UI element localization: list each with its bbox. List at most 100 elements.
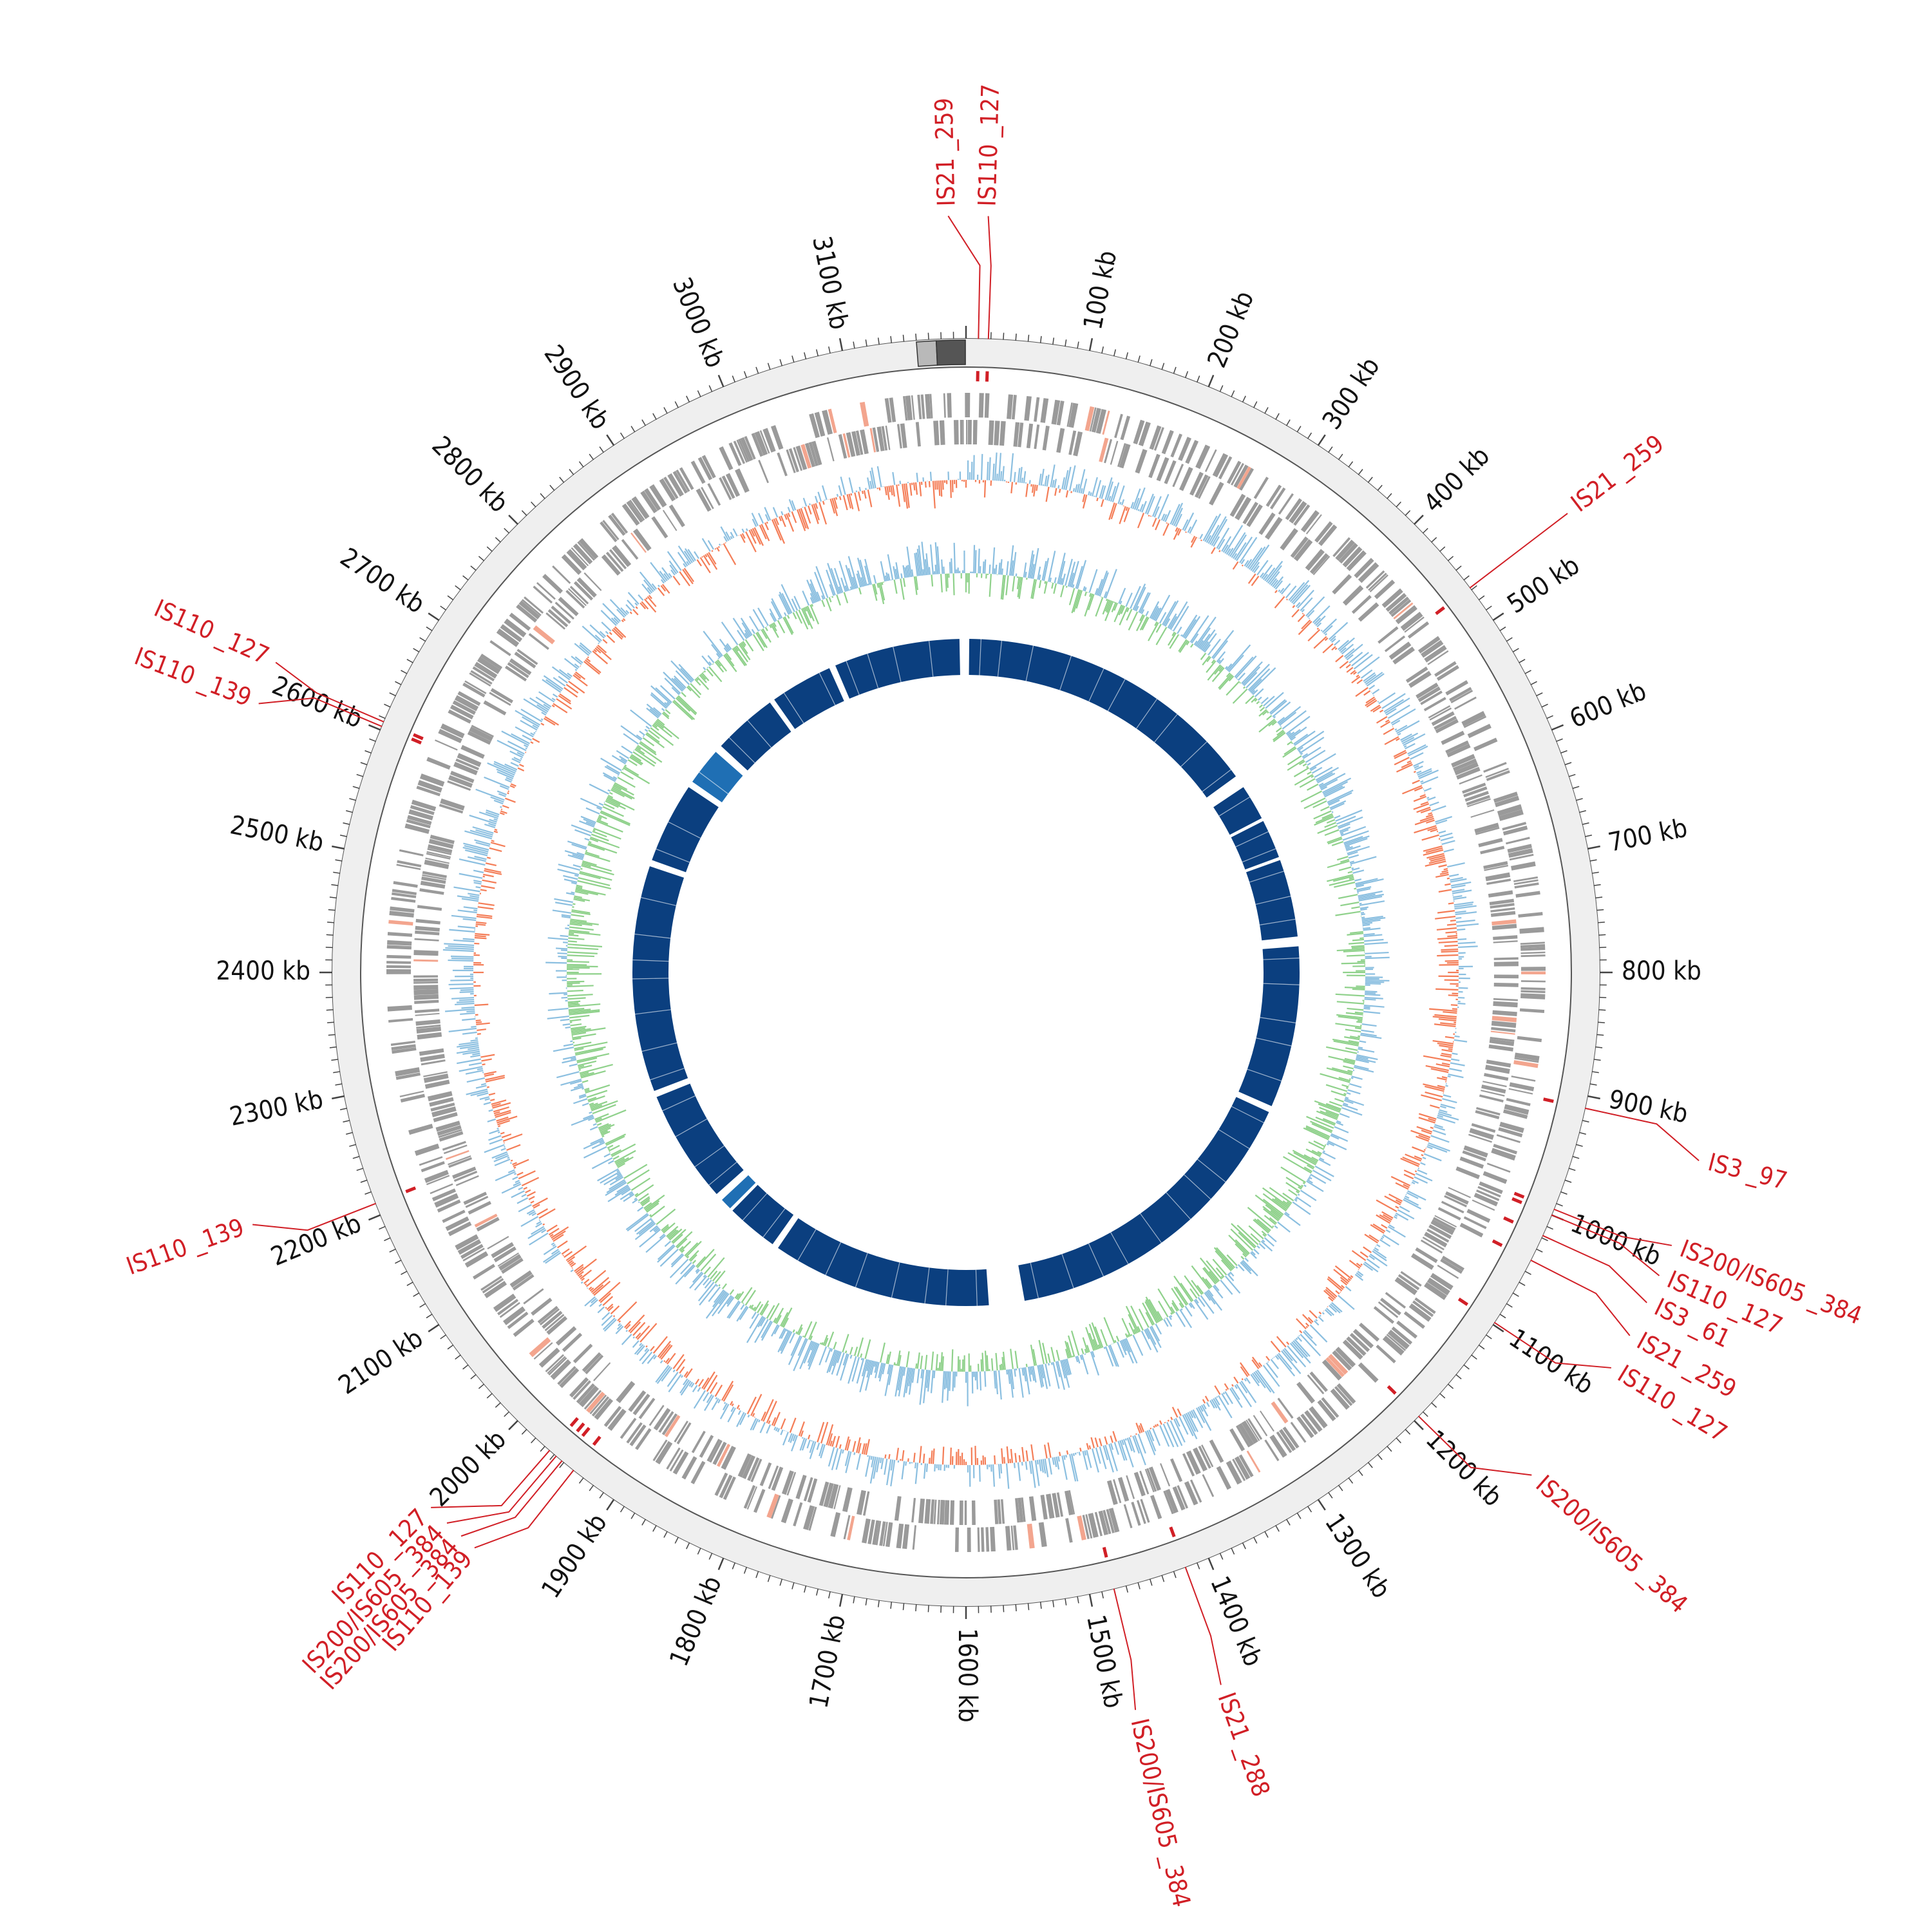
gc-skew-bar — [906, 546, 913, 577]
gc-content-bar — [1430, 828, 1438, 833]
cds-feature — [933, 1499, 937, 1524]
gc-content-bar — [1117, 485, 1125, 504]
gc-content-bar — [791, 500, 797, 511]
gc-content-bar — [582, 625, 601, 643]
gc-skew-bar — [1015, 573, 1018, 577]
gc-skew-bar — [1254, 698, 1258, 702]
gc-content-bar — [1251, 1356, 1261, 1368]
cds-feature — [416, 786, 440, 797]
gc-content-bar — [478, 902, 495, 906]
cds-feature — [1520, 942, 1545, 945]
gc-skew-bar — [1324, 829, 1340, 837]
minor-tick — [1568, 1168, 1576, 1171]
gc-skew-bar — [1224, 1275, 1241, 1294]
gc-skew-bar — [918, 545, 923, 576]
cds-feature — [1117, 1477, 1130, 1502]
gc-skew-bar — [993, 568, 996, 574]
gc-skew-bar — [625, 1213, 649, 1231]
gc-skew-bar — [757, 1303, 764, 1314]
gc-skew-bar — [687, 685, 701, 699]
gc-content-bar — [541, 712, 547, 716]
gc-skew-bar — [1336, 948, 1365, 952]
cds-feature — [1119, 443, 1131, 469]
cds-feature — [1493, 1144, 1518, 1155]
gc-content-bar — [992, 1464, 996, 1487]
gc-content-bar — [1265, 1362, 1278, 1378]
gc-skew-bar — [583, 1139, 604, 1150]
gc-skew-bar — [1250, 1252, 1257, 1259]
cds-feature — [489, 692, 511, 706]
gc-content-bar — [616, 1324, 623, 1330]
gc-skew-bar — [976, 1371, 978, 1390]
gc-content-bar — [1025, 1450, 1028, 1462]
gc-skew-bar — [616, 1156, 634, 1167]
minor-tick — [1463, 1364, 1470, 1370]
gc-content-bar — [679, 1366, 685, 1374]
cds-feature — [539, 1308, 560, 1326]
gc-content-bar — [707, 540, 714, 550]
gc-skew-bar — [867, 583, 869, 586]
gc-content-bar — [809, 1441, 815, 1454]
minor-tick — [549, 1454, 555, 1461]
gc-content-bar — [815, 495, 819, 503]
gc-content-bar — [584, 659, 601, 674]
minor-tick — [755, 1571, 759, 1578]
gc-content-bar — [1065, 490, 1069, 498]
gc-skew-bar — [845, 565, 854, 590]
gc-content-bar — [551, 1242, 555, 1245]
cds-feature — [1189, 471, 1204, 496]
cds-feature — [419, 1048, 444, 1056]
gc-content-bar — [549, 1233, 554, 1237]
minor-tick — [339, 835, 348, 837]
gc-skew-bar — [1335, 993, 1365, 997]
gc-skew-bar — [1347, 933, 1364, 936]
gc-content-bar — [530, 732, 535, 736]
gc-skew-bar — [1277, 1221, 1291, 1233]
gc-skew-bar — [1358, 893, 1376, 898]
gc-skew-bar — [1272, 730, 1285, 741]
cds-feature — [537, 1305, 558, 1324]
minor-tick — [395, 1260, 402, 1264]
gc-skew-bar — [1095, 597, 1104, 617]
gc-skew-bar — [687, 1256, 690, 1259]
gc-content-bar — [773, 1426, 777, 1431]
gc-content-bar — [522, 734, 532, 741]
cds-feature — [830, 1512, 841, 1537]
gc-content-bar — [526, 1191, 536, 1197]
block-separator — [1030, 1262, 1039, 1298]
minor-tick — [360, 762, 368, 766]
gc-skew-bar — [773, 622, 777, 627]
gc-skew-bar — [605, 1182, 627, 1197]
cds-feature — [484, 1280, 507, 1298]
gc-skew-bar — [1170, 601, 1188, 630]
minor-tick — [630, 426, 636, 433]
gc-skew-bar — [1360, 1032, 1377, 1037]
cds-feature — [1034, 424, 1040, 450]
cds-feature — [1309, 1371, 1329, 1392]
gc-skew-bar — [749, 1313, 760, 1329]
gc-content-bar — [644, 1347, 649, 1352]
gc-content-bar — [644, 598, 657, 613]
cds-feature — [395, 1067, 421, 1077]
gc-skew-bar — [611, 755, 626, 764]
cds-feature — [1441, 730, 1465, 745]
block-separator — [1202, 769, 1231, 792]
gc-content-bar — [1450, 1062, 1465, 1066]
gc-content-bar — [869, 470, 875, 489]
gc-content-bar — [501, 1183, 522, 1194]
cds-feature — [1455, 1166, 1481, 1180]
gc-skew-bar — [1057, 553, 1066, 584]
cds-feature — [966, 420, 968, 445]
gc-skew-bar — [770, 612, 776, 623]
gc-content-bar — [1132, 1435, 1140, 1454]
gc-content-bar — [1160, 513, 1166, 521]
cds-feature — [1342, 1340, 1363, 1360]
gc-content-bar — [499, 785, 509, 790]
gc-skew-bar — [1084, 591, 1088, 596]
minor-tick — [559, 1462, 565, 1468]
gc-skew-bar — [1257, 696, 1262, 701]
gc-content-bar — [1414, 765, 1423, 771]
cds-feature — [577, 541, 595, 561]
gc-content-bar — [1043, 1444, 1048, 1459]
gc-skew-bar — [1306, 1164, 1314, 1170]
